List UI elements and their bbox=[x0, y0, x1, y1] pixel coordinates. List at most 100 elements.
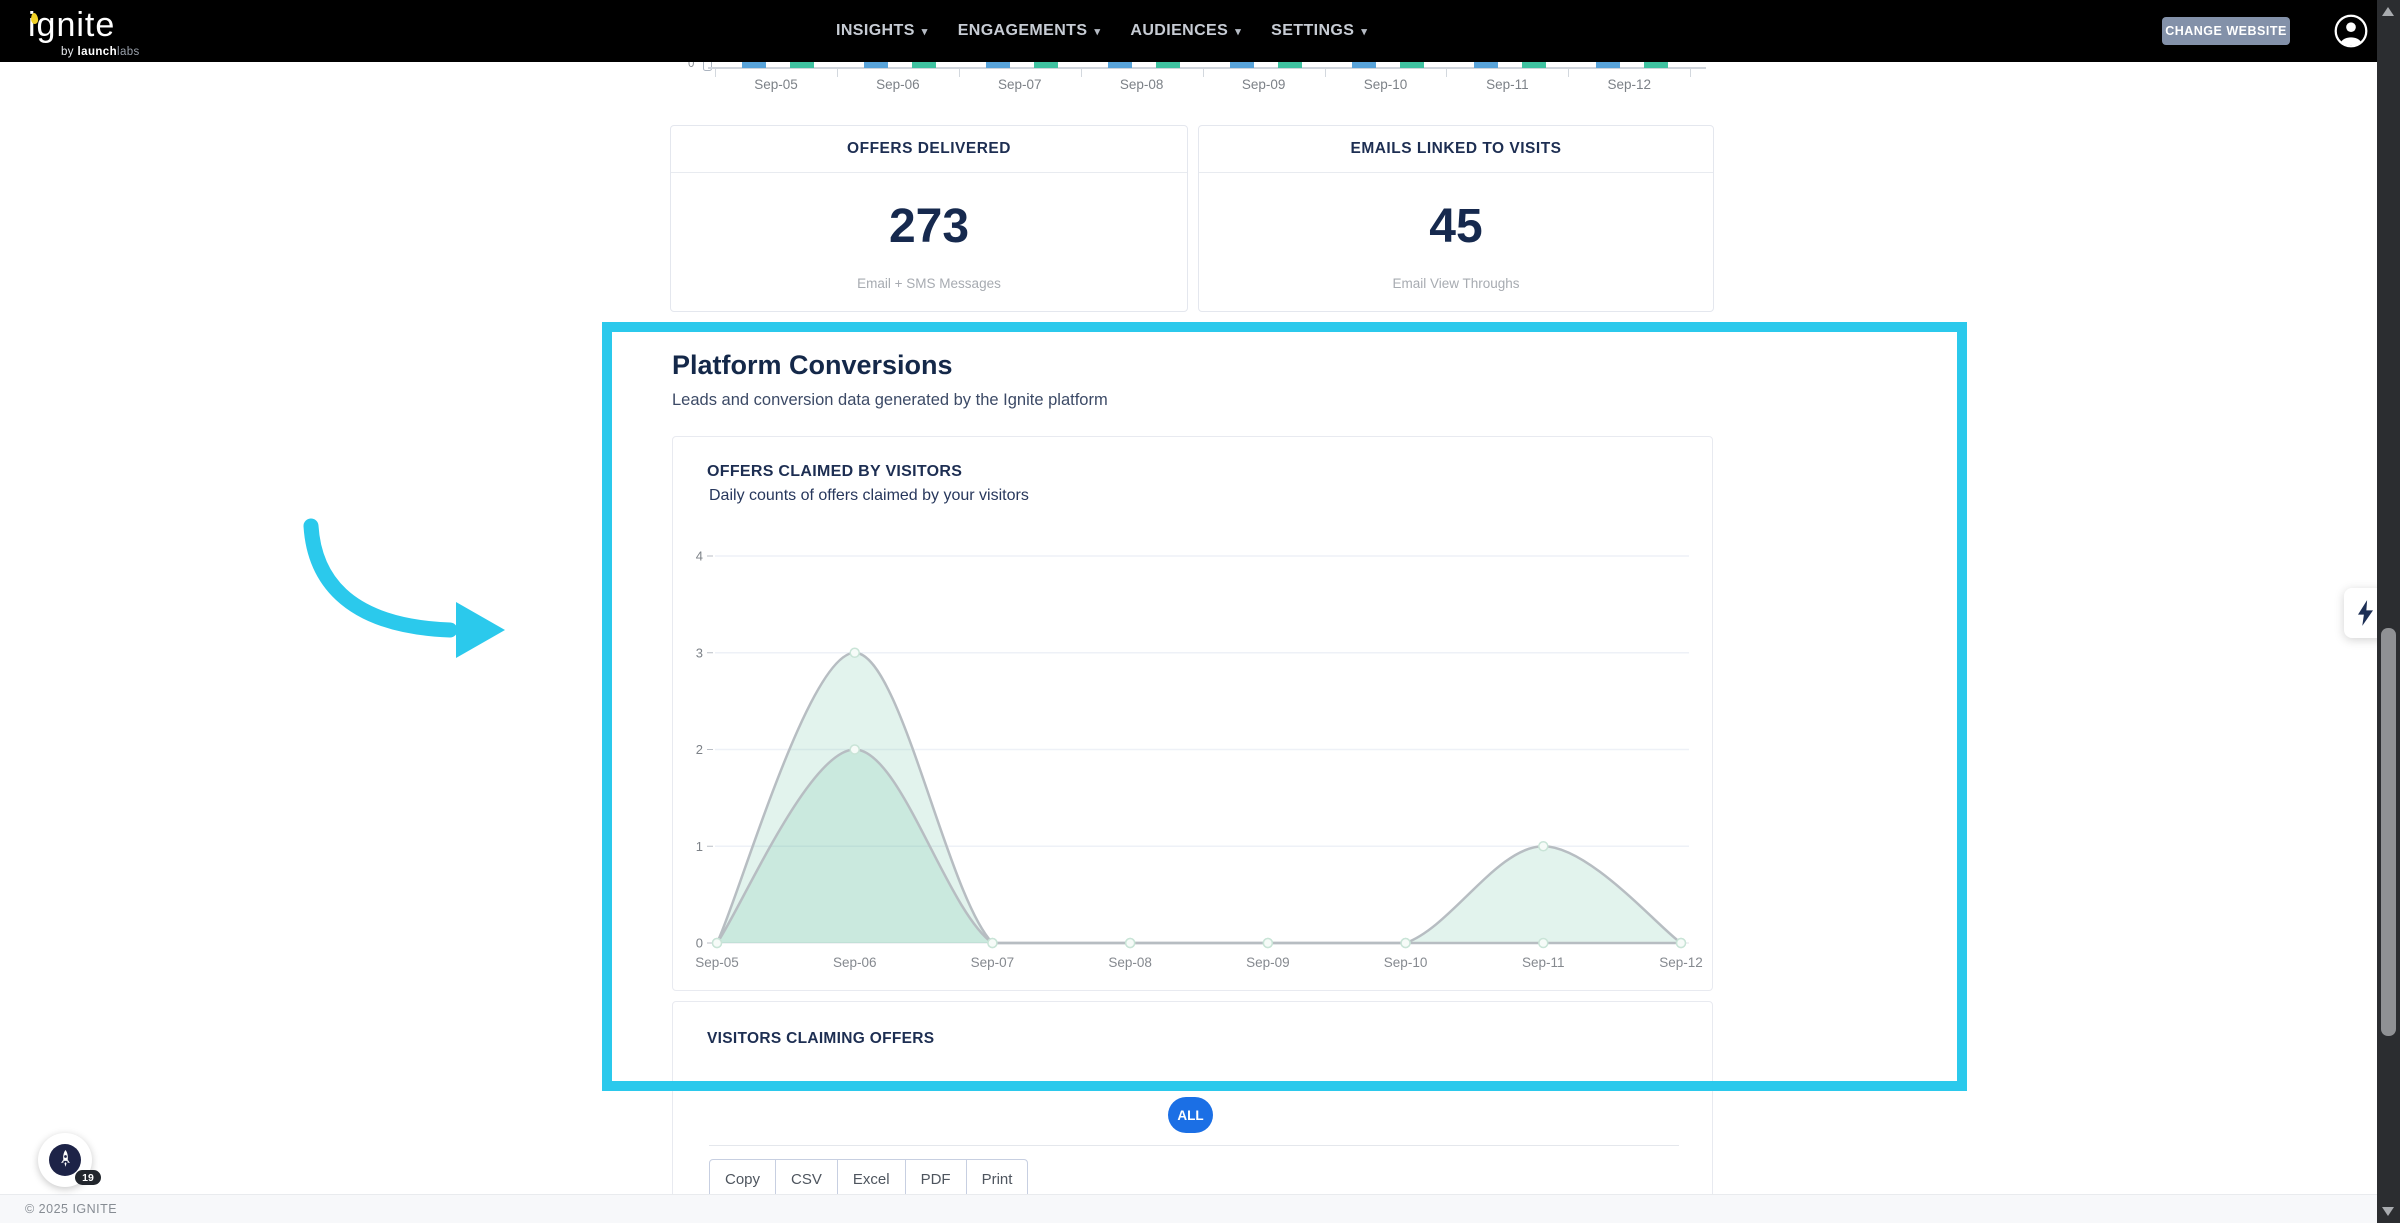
brand-name: ignite bbox=[28, 6, 116, 44]
bar-segment-green bbox=[790, 61, 814, 68]
x-axis-label: Sep-09 bbox=[1241, 77, 1286, 92]
bar-segment-green bbox=[1400, 61, 1424, 68]
x-axis-label: Sep-07 bbox=[971, 955, 1015, 970]
bar-segment-blue bbox=[1108, 61, 1132, 68]
x-axis-tick bbox=[836, 69, 838, 77]
change-website-button[interactable]: CHANGE WEBSITE bbox=[2162, 17, 2290, 45]
x-axis-tick bbox=[1324, 69, 1326, 77]
notification-badge: 19 bbox=[75, 1170, 101, 1185]
copy-button[interactable]: Copy bbox=[709, 1159, 777, 1199]
partial-chart-axis: 0 Sep-05 Sep-06 Sep-07 Sep-08 Sep-09 Sep-10 Se… bbox=[0, 52, 2360, 97]
chevron-down-icon: ▾ bbox=[921, 25, 928, 38]
person-icon bbox=[2334, 14, 2368, 48]
x-axis-tick bbox=[1080, 69, 1082, 77]
bar-segment-green bbox=[1156, 61, 1180, 68]
filter-all-button[interactable]: ALL bbox=[1168, 1097, 1213, 1133]
chevron-down-icon: ▾ bbox=[1361, 25, 1368, 38]
x-axis-label: Sep-05 bbox=[695, 955, 739, 970]
bar-segment-blue bbox=[986, 61, 1010, 68]
x-axis-label: Sep-12 bbox=[1659, 955, 1703, 970]
stat-card-value: 273 bbox=[888, 200, 970, 253]
x-axis-tick bbox=[1446, 69, 1448, 77]
stat-card-caption: Email View Throughs bbox=[1392, 276, 1520, 291]
bar-segment-blue bbox=[742, 61, 766, 68]
data-point-marker bbox=[987, 937, 998, 949]
stat-card-offers-delivered: OFFERS DELIVERED 273 Email + SMS Message… bbox=[670, 125, 1188, 312]
section-title: Platform Conversions bbox=[672, 350, 953, 380]
bar-segment-blue bbox=[1474, 61, 1498, 68]
x-axis-tick bbox=[1202, 69, 1204, 77]
data-point-marker bbox=[1538, 841, 1549, 852]
assistant-launcher-button[interactable]: 19 bbox=[38, 1133, 101, 1187]
x-axis-label: Sep-09 bbox=[1246, 955, 1290, 970]
x-axis-label: Sep-05 bbox=[754, 77, 798, 92]
csv-button[interactable]: CSV bbox=[775, 1159, 838, 1199]
x-axis-tick bbox=[958, 69, 960, 77]
visitors-card-title: VISITORS CLAIMING OFFERS bbox=[707, 1030, 935, 1047]
x-axis-label: Sep-07 bbox=[998, 77, 1042, 92]
x-axis-label: Sep-08 bbox=[1119, 77, 1164, 92]
pdf-button[interactable]: PDF bbox=[904, 1159, 967, 1199]
chevron-down-icon: ▾ bbox=[1235, 25, 1242, 38]
bar-segment-blue bbox=[1352, 61, 1376, 68]
x-axis-label: Sep-11 bbox=[1486, 77, 1529, 92]
print-button[interactable]: Print bbox=[965, 1159, 1029, 1199]
x-axis-label: Sep-10 bbox=[1384, 955, 1428, 970]
x-axis-tick bbox=[715, 69, 716, 77]
bar-segment-blue bbox=[1230, 61, 1254, 68]
bar-segment-green bbox=[1034, 61, 1058, 68]
area-fill-offers-claimed-lower bbox=[717, 749, 1681, 943]
stat-card-caption: Email + SMS Messages bbox=[857, 276, 1001, 291]
data-point-marker bbox=[849, 647, 860, 658]
y-axis-label: 2 bbox=[696, 742, 703, 757]
brand-byline: by launchlabs bbox=[61, 46, 140, 58]
vertical-scrollbar[interactable] bbox=[2377, 0, 2400, 1223]
main-menu: INSIGHTS ▾ ENGAGEMENTS ▾ AUDIENCES ▾ SET… bbox=[836, 0, 1367, 62]
data-point-marker bbox=[1538, 937, 1549, 949]
data-point-marker bbox=[1262, 937, 1274, 949]
top-nav: ignite by launchlabs INSIGHTS ▾ ENGAGEME… bbox=[0, 0, 2400, 62]
user-avatar[interactable] bbox=[2334, 14, 2368, 48]
area-fill-offers-claimed-upper bbox=[717, 652, 1681, 943]
page-footer: © 2025 IGNITE bbox=[0, 1194, 2377, 1223]
x-axis-label: Sep-06 bbox=[833, 955, 877, 970]
data-point-marker bbox=[849, 744, 860, 755]
x-axis-label: Sep-12 bbox=[1607, 77, 1652, 92]
excel-button[interactable]: Excel bbox=[836, 1159, 906, 1199]
stat-card-emails-linked: EMAILS LINKED TO VISITS 45 Email View Th… bbox=[1198, 125, 1714, 312]
x-axis-label: Sep-11 bbox=[1522, 955, 1565, 970]
x-axis-tick bbox=[1690, 69, 1692, 77]
y-axis-label: 1 bbox=[696, 839, 703, 854]
bar-segment-green bbox=[1522, 61, 1546, 68]
divider bbox=[709, 1145, 1679, 1146]
brand-logo[interactable]: ignite by launchlabs bbox=[28, 4, 228, 60]
annotation-arrow-icon bbox=[303, 518, 505, 658]
stat-card-title: OFFERS DELIVERED bbox=[671, 126, 1187, 173]
nav-item-engagements[interactable]: ENGAGEMENTS ▾ bbox=[957, 22, 1101, 39]
bar-segment-blue bbox=[864, 61, 888, 68]
data-point-marker bbox=[1400, 937, 1411, 949]
bar-segment-green bbox=[1644, 61, 1668, 68]
data-point-marker bbox=[1675, 937, 1687, 949]
x-axis-label: Sep-10 bbox=[1363, 77, 1408, 92]
x-axis-label: Sep-08 bbox=[1108, 955, 1152, 970]
chart-title: OFFERS CLAIMED BY VISITORS bbox=[707, 463, 963, 480]
nav-item-settings[interactable]: SETTINGS ▾ bbox=[1271, 22, 1368, 39]
bar-segment-green bbox=[1278, 61, 1302, 68]
nav-item-audiences[interactable]: AUDIENCES ▾ bbox=[1130, 22, 1242, 39]
y-axis-label: 3 bbox=[696, 645, 703, 660]
data-point-marker bbox=[1124, 937, 1136, 949]
y-axis-label: 0 bbox=[696, 936, 703, 951]
chevron-down-icon: ▾ bbox=[1094, 25, 1101, 38]
visitors-claiming-offers-card: VISITORS CLAIMING OFFERS ALL Copy CSV Ex… bbox=[672, 1001, 1713, 1211]
scrollbar-thumb[interactable] bbox=[2381, 628, 2396, 1036]
x-axis-line bbox=[708, 67, 1706, 69]
nav-item-insights[interactable]: INSIGHTS ▾ bbox=[836, 22, 928, 39]
scroll-up-arrow-icon[interactable] bbox=[2382, 7, 2394, 16]
y-axis-label: 4 bbox=[696, 549, 703, 564]
data-point-marker bbox=[711, 937, 723, 949]
y-axis-zero-label: 0 bbox=[688, 58, 695, 70]
bar-segment-blue bbox=[1596, 61, 1620, 68]
scroll-down-arrow-icon[interactable] bbox=[2382, 1207, 2394, 1216]
stat-card-title: EMAILS LINKED TO VISITS bbox=[1199, 126, 1713, 173]
